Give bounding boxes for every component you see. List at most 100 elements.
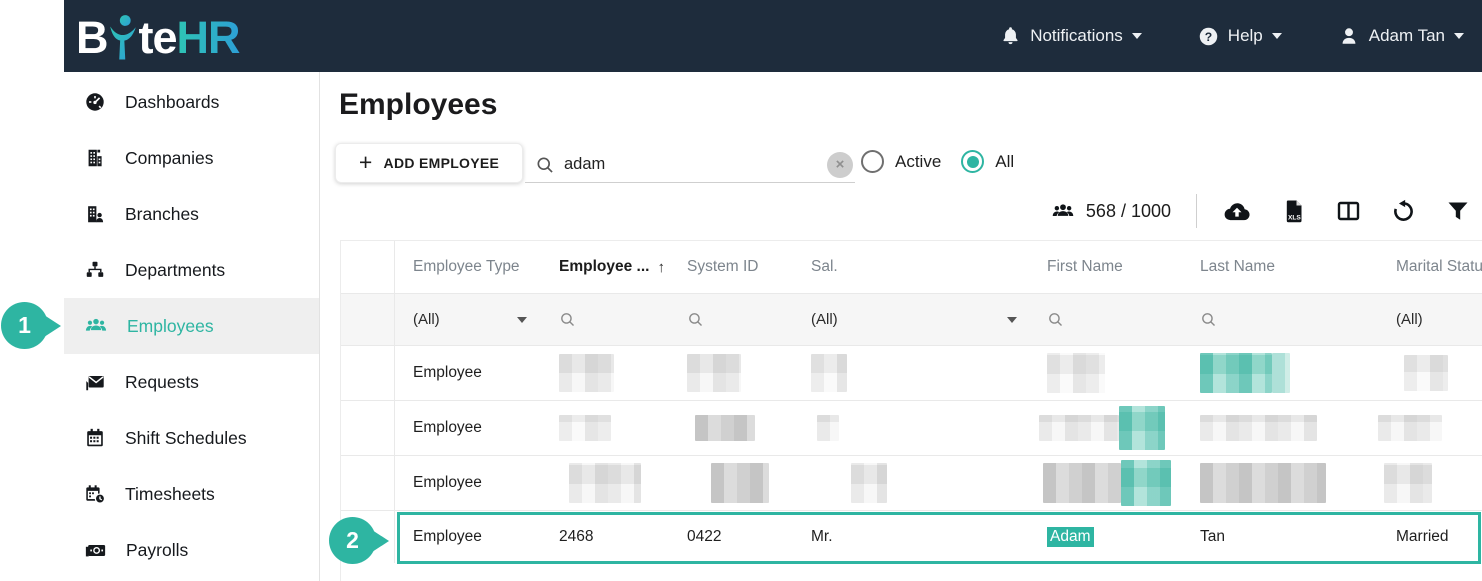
svg-text:?: ? <box>1205 29 1212 43</box>
sidebar-item-label: Requests <box>125 371 199 392</box>
column-header-label: Marital Status <box>1396 258 1482 275</box>
filter-all-label: (All) <box>1396 311 1423 328</box>
redacted-cell <box>1404 355 1448 391</box>
radio-circle-selected-icon <box>961 150 985 173</box>
refresh-icon[interactable] <box>1391 199 1416 224</box>
table-row[interactable]: Employee <box>341 346 1482 401</box>
radio-circle-icon <box>861 150 884 173</box>
toolbar-icons: XLS <box>1222 199 1470 224</box>
redacted-cell <box>1039 415 1119 441</box>
help-label: Help <box>1227 26 1263 45</box>
sidebar-item-dashboards[interactable]: Dashboards <box>64 74 319 130</box>
annotation-step-2: 2 <box>329 517 376 564</box>
column-header-label: Employee Type <box>413 258 520 275</box>
column-header-system-id[interactable]: System ID <box>673 241 801 293</box>
column-header-first-name[interactable]: First Name <box>1031 241 1186 293</box>
empty-row-strip <box>341 563 1482 577</box>
row-indicator-header-cell <box>341 241 395 293</box>
filter-salutation[interactable]: (All) <box>801 294 1031 345</box>
redacted-cell <box>1043 463 1121 503</box>
salutation-cell: Mr. <box>811 528 833 545</box>
last-name-cell: Tan <box>1200 528 1225 545</box>
table-row[interactable]: Employee <box>341 401 1482 456</box>
grid-toolbar: 568 / 1000 XLS <box>1049 194 1470 228</box>
add-employee-button[interactable]: + ADD EMPLOYEE <box>335 143 523 183</box>
sidebar-item-requests[interactable]: Requests <box>64 354 319 410</box>
sidebar-item-timesheets[interactable]: Timesheets <box>64 466 319 522</box>
redacted-cell <box>1200 415 1317 441</box>
company-building-icon <box>88 149 102 167</box>
column-chooser-icon[interactable] <box>1336 200 1361 222</box>
help-menu[interactable]: ? Help <box>1198 26 1282 47</box>
sidebar-item-branches[interactable]: Branches <box>64 186 319 242</box>
logo-text-te: te <box>138 11 178 63</box>
table-row-selected[interactable]: Employee 2468 0422 Mr. Adam Tan Married <box>341 511 1482 563</box>
column-header-label: System ID <box>687 258 759 275</box>
department-sitemap-icon <box>86 261 104 277</box>
sidebar-item-employees[interactable]: Employees <box>64 298 319 354</box>
record-count: 568 / 1000 <box>1049 200 1171 223</box>
table-row[interactable]: Employee <box>341 456 1482 511</box>
annotation-number: 2 <box>346 527 359 553</box>
column-header-label: Sal. <box>811 258 838 275</box>
clear-search-button[interactable]: × <box>827 151 853 178</box>
branch-building-icon <box>88 206 104 223</box>
filter-employee-number[interactable] <box>553 294 673 345</box>
sidebar-item-payrolls[interactable]: Payrolls <box>64 522 319 578</box>
filter-marital-status[interactable]: (All) <box>1356 294 1482 345</box>
annotation-step-1: 1 <box>1 302 48 349</box>
close-icon: × <box>835 156 845 173</box>
column-header-marital-status[interactable]: Marital Status <box>1356 241 1482 293</box>
filter-last-name[interactable] <box>1186 294 1356 345</box>
column-header-label: Last Name <box>1200 258 1275 275</box>
user-menu[interactable]: Adam Tan <box>1338 25 1464 47</box>
row-indicator-cell <box>341 346 395 400</box>
sidebar-item-companies[interactable]: Companies <box>64 130 319 186</box>
export-xls-icon[interactable]: XLS <box>1282 199 1306 224</box>
notifications-menu[interactable]: Notifications <box>1000 25 1142 47</box>
search-icon <box>1202 313 1216 327</box>
filter-first-name[interactable] <box>1031 294 1186 345</box>
sidebar-item-departments[interactable]: Departments <box>64 242 319 298</box>
logo-person-icon <box>109 14 136 59</box>
column-header-last-name[interactable]: Last Name <box>1186 241 1356 293</box>
column-header-employee-number[interactable]: Employee ... ↑ <box>553 241 673 293</box>
sidebar-item-shift-schedules[interactable]: Shift Schedules <box>64 410 319 466</box>
first-name-cell-search-match: Adam <box>1047 527 1094 547</box>
sidebar-item-label: Departments <box>125 259 226 280</box>
logo-text-hr: HR <box>176 11 241 63</box>
column-header-salutation[interactable]: Sal. <box>801 241 1031 293</box>
system-id-cell: 0422 <box>687 528 722 545</box>
payroll-banknote-icon <box>85 544 106 557</box>
search-input[interactable] <box>564 155 794 174</box>
requests-envelope-icon <box>86 376 104 391</box>
radio-active[interactable]: Active <box>861 150 941 173</box>
filter-all-label: (All) <box>811 311 838 328</box>
question-circle-icon: ? <box>1199 27 1218 45</box>
sidebar-item-label: Branches <box>125 203 199 224</box>
redacted-cell <box>695 415 755 441</box>
sidebar-item-label: Payrolls <box>126 539 189 560</box>
marital-status-cell: Married <box>1396 528 1449 545</box>
add-employee-label: ADD EMPLOYEE <box>383 155 500 171</box>
row-indicator-cell <box>341 456 395 510</box>
annotation-number: 1 <box>18 312 31 338</box>
redacted-cell <box>817 415 839 441</box>
dashboard-icon <box>86 93 104 111</box>
filter-funnel-icon[interactable] <box>1446 200 1470 222</box>
radio-all[interactable]: All <box>961 150 1014 173</box>
caret-down-icon <box>1007 316 1017 323</box>
filter-system-id[interactable] <box>673 294 801 345</box>
redacted-cell <box>687 354 741 392</box>
caret-down-icon <box>1271 33 1282 39</box>
search-icon <box>689 313 703 327</box>
cloud-upload-icon[interactable] <box>1222 199 1252 223</box>
employees-group-icon <box>85 318 107 331</box>
redacted-cell <box>569 463 641 503</box>
caret-down-icon <box>1131 33 1142 39</box>
column-header-employee-type[interactable]: Employee Type <box>395 241 553 293</box>
user-name: Adam Tan <box>1368 26 1445 45</box>
filter-employee-type[interactable]: (All) <box>395 294 553 345</box>
toolbar-divider <box>1196 194 1197 228</box>
